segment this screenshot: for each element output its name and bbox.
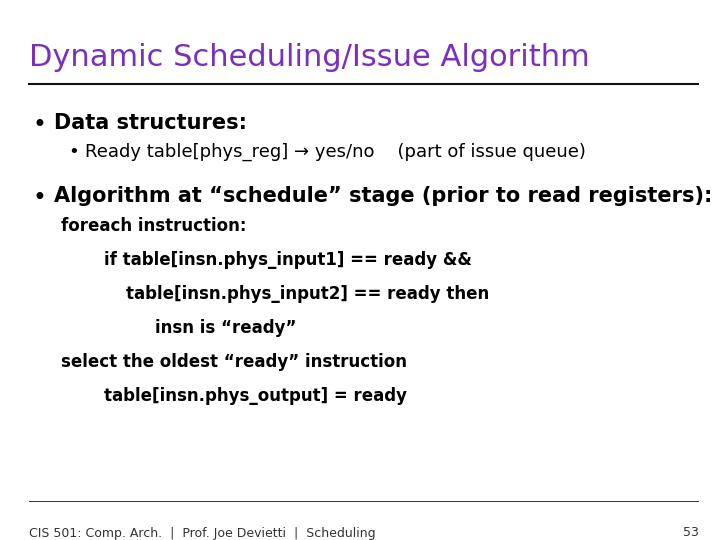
Text: Algorithm at “schedule” stage (prior to read registers):: Algorithm at “schedule” stage (prior to … [54,186,712,206]
Text: foreach instruction:: foreach instruction: [61,217,247,235]
Text: Ready table[phys_reg] → yes/no    (part of issue queue): Ready table[phys_reg] → yes/no (part of … [85,143,586,161]
Text: table[insn.phys_input2] == ready then: table[insn.phys_input2] == ready then [126,285,490,303]
Text: Dynamic Scheduling/Issue Algorithm: Dynamic Scheduling/Issue Algorithm [29,43,590,72]
Text: •: • [32,113,46,137]
Text: •: • [68,143,79,161]
Text: CIS 501: Comp. Arch.  |  Prof. Joe Devietti  |  Scheduling: CIS 501: Comp. Arch. | Prof. Joe Deviett… [29,526,375,539]
Text: insn is “ready”: insn is “ready” [155,319,297,337]
Text: if table[insn.phys_input1] == ready &&: if table[insn.phys_input1] == ready && [104,251,472,269]
Text: •: • [32,186,46,210]
Text: 53: 53 [683,526,698,539]
Text: Data structures:: Data structures: [54,113,247,133]
Text: table[insn.phys_output] = ready: table[insn.phys_output] = ready [104,387,408,405]
Text: select the oldest “ready” instruction: select the oldest “ready” instruction [61,353,408,371]
